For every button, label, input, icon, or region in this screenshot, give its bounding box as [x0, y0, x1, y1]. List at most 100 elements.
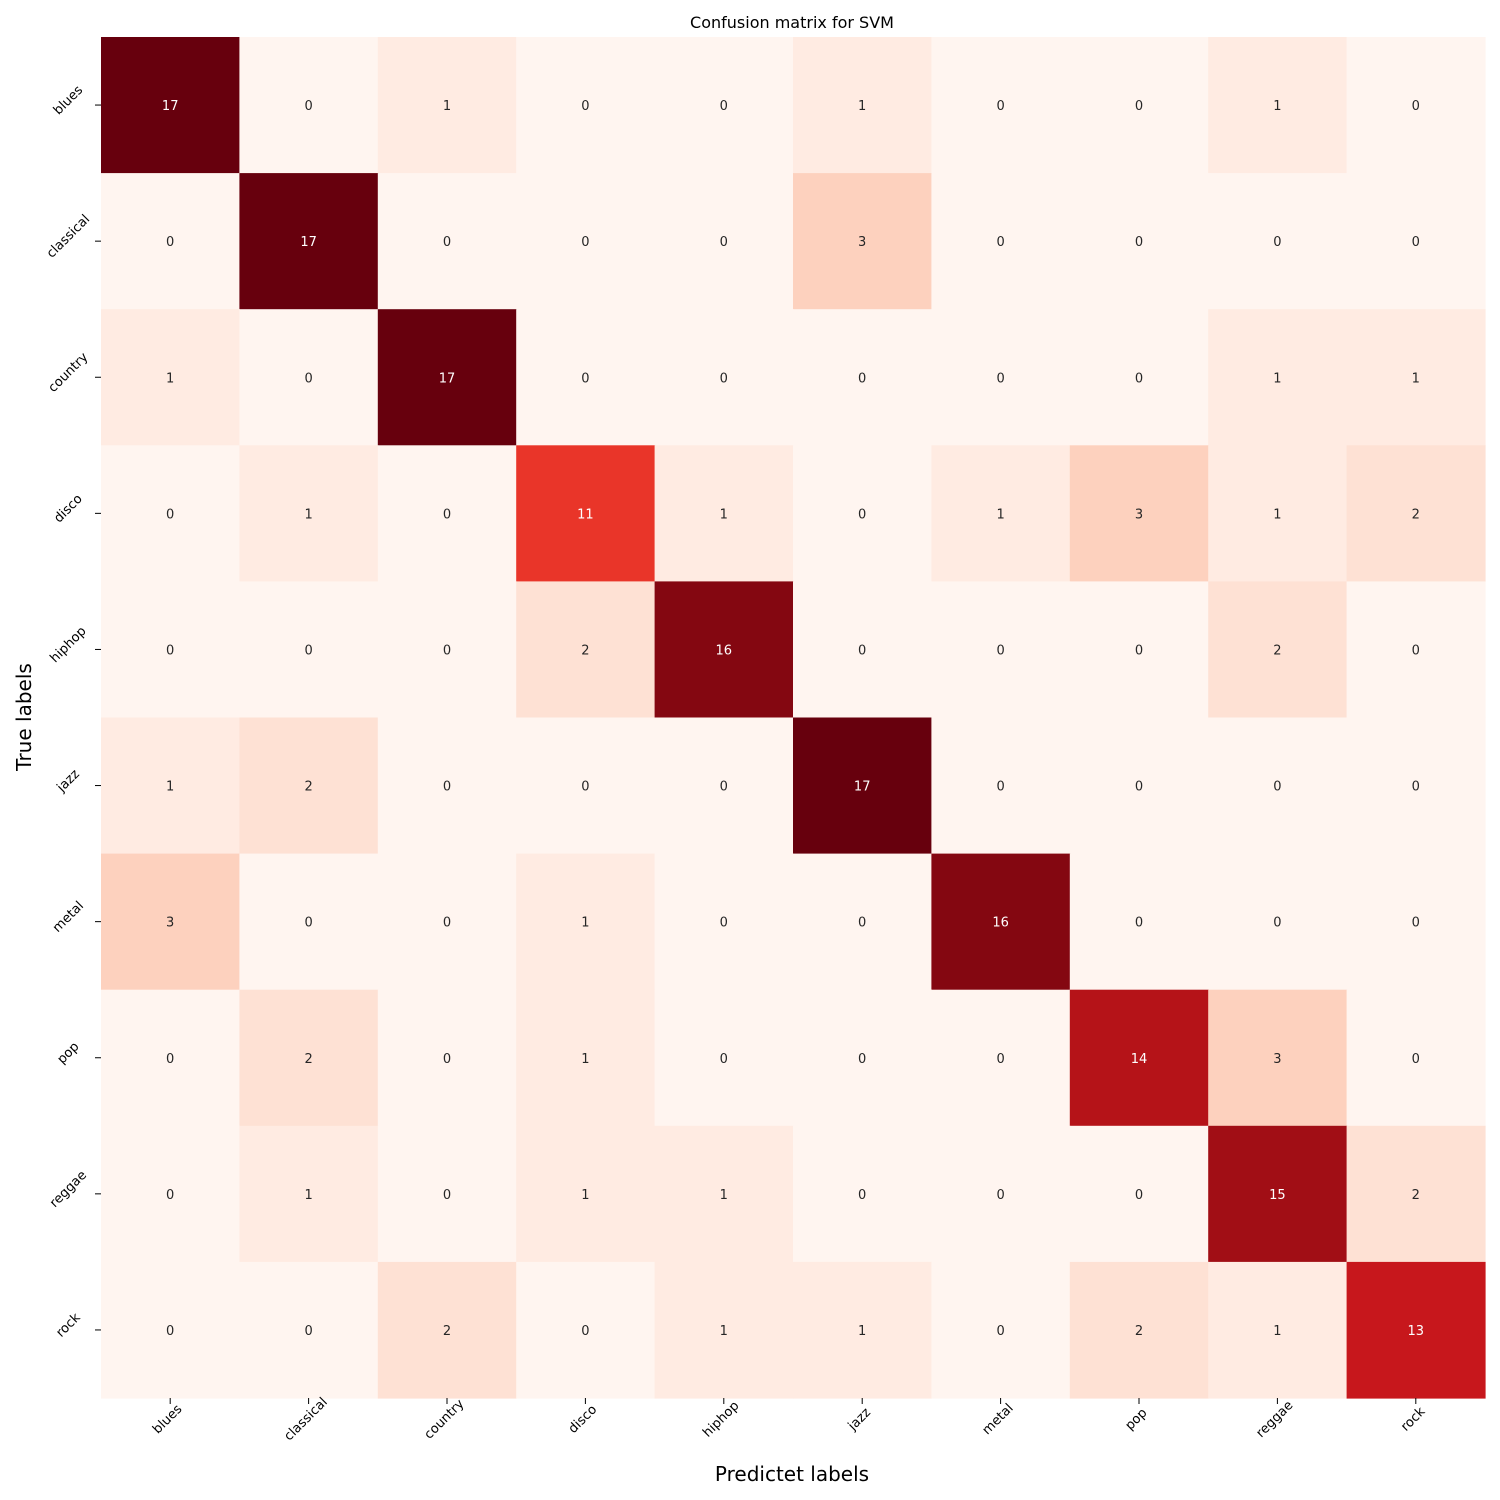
y-tick-label-pop: pop: [55, 1039, 83, 1067]
heatmap-cell-blues-classical: [239, 37, 379, 174]
heatmap-cell-country-blues: [101, 309, 240, 446]
y-tick-label-blues: blues: [51, 83, 86, 118]
heatmap-cell-blues-blues: [101, 37, 240, 174]
x-tick-label-blues: blues: [150, 1402, 185, 1437]
cell-value-label: 3: [1273, 1052, 1281, 1067]
x-tick-label-metal: metal: [980, 1401, 1017, 1438]
cell-value-label: 0: [858, 1052, 866, 1067]
heatmap-cell-classical-country: [377, 173, 517, 310]
cell-value-label: 0: [1135, 371, 1143, 386]
cell-value-label: 0: [858, 507, 866, 522]
cell-value-label: 0: [166, 1188, 174, 1203]
heatmap-cell-reggae-country: [377, 1125, 517, 1263]
heatmap-cell-classical-blues: [101, 173, 240, 310]
heatmap-cell-country-country: [377, 309, 517, 446]
y-tick-label-metal: metal: [50, 899, 87, 936]
heatmap-cell-metal-disco: [516, 853, 656, 991]
heatmap-cell-pop-disco: [516, 989, 656, 1127]
heatmap-cell-rock-country: [377, 1261, 517, 1399]
cell-value-label: 0: [996, 235, 1004, 250]
cell-value-label: 1: [166, 371, 174, 386]
cell-value-label: 16: [716, 643, 733, 658]
heatmap-cell-classical-metal: [931, 173, 1071, 310]
x-tick-label-pop: pop: [1123, 1406, 1151, 1434]
cell-value-label: 0: [443, 1188, 451, 1203]
cell-value-label: 0: [1412, 780, 1420, 795]
cell-value-label: 14: [1131, 1052, 1148, 1067]
heatmap-cell-metal-hiphop: [654, 853, 794, 991]
heatmap-cell-hiphop-classical: [239, 581, 379, 719]
heatmap-cell-classical-reggae: [1208, 173, 1348, 310]
heatmap-cell-jazz-disco: [516, 717, 656, 855]
cell-value-label: 1: [858, 1324, 866, 1339]
cell-value-label: 0: [720, 1052, 728, 1067]
cell-value-label: 0: [1412, 916, 1420, 931]
cell-value-label: 17: [162, 99, 179, 114]
cell-value-label: 0: [304, 916, 312, 931]
cell-value-label: 0: [858, 643, 866, 658]
cell-value-label: 1: [581, 916, 589, 931]
heatmap-cell-jazz-rock: [1346, 717, 1486, 855]
cell-value-label: 0: [443, 643, 451, 658]
cell-value-label: 0: [1135, 99, 1143, 114]
cell-value-label: 1: [443, 99, 451, 114]
cell-value-label: 3: [166, 916, 174, 931]
cell-value-label: 0: [996, 1052, 1004, 1067]
heatmap-cell-disco-pop: [1069, 445, 1209, 582]
heatmap-cell-pop-hiphop: [654, 989, 794, 1127]
cell-value-label: 0: [581, 99, 589, 114]
cell-value-label: 0: [720, 235, 728, 250]
heatmap-cell-disco-jazz: [793, 445, 932, 582]
y-tick-label-disco: disco: [51, 492, 85, 526]
heatmap-cell-metal-jazz: [793, 853, 932, 991]
cell-value-label: 3: [1135, 507, 1143, 522]
heatmap-cell-disco-classical: [239, 445, 379, 582]
heatmap-cell-blues-rock: [1346, 37, 1486, 174]
y-axis-label: True labels: [12, 663, 36, 772]
cell-value-label: 0: [720, 916, 728, 931]
heatmap-cell-classical-classical: [239, 173, 379, 310]
heatmap-cell-hiphop-reggae: [1208, 581, 1348, 719]
heatmap-cell-country-jazz: [793, 309, 932, 446]
cell-value-label: 1: [1412, 371, 1420, 386]
heatmap-cell-blues-metal: [931, 37, 1071, 174]
cell-value-label: 0: [720, 780, 728, 795]
heatmap-cell-disco-metal: [931, 445, 1071, 582]
cell-value-label: 0: [858, 916, 866, 931]
cell-value-label: 2: [443, 1324, 451, 1339]
heatmap-cell-blues-hiphop: [654, 37, 794, 174]
cell-value-label: 1: [1273, 1324, 1281, 1339]
cell-value-label: 1: [1273, 371, 1281, 386]
cell-value-label: 0: [443, 235, 451, 250]
heatmap-cell-jazz-classical: [239, 717, 379, 855]
heatmap-cell-hiphop-pop: [1069, 581, 1209, 719]
heatmap-cell-reggae-pop: [1069, 1125, 1209, 1263]
cell-value-label: 0: [996, 371, 1004, 386]
heatmap-cells: 17 0 1 0 0 1 0 0 1 00 17 0 0 0 3 0 0 0 01 0 17 0 0 0 0 0 1 10 1 0 11 1 0…: [101, 37, 1486, 1399]
heatmap-cell-disco-hiphop: [654, 445, 794, 582]
cell-value-label: 1: [720, 1188, 728, 1203]
heatmap-cell-hiphop-blues: [101, 581, 240, 719]
heatmap-cell-reggae-disco: [516, 1125, 656, 1263]
heatmap-cell-country-rock: [1346, 309, 1486, 446]
heatmap-cell-pop-country: [377, 989, 517, 1127]
heatmap-cell-rock-metal: [931, 1261, 1071, 1399]
heatmap-cell-country-hiphop: [654, 309, 794, 446]
x-tick-label-hiphop: hiphop: [700, 1398, 742, 1440]
cell-value-label: 1: [720, 507, 728, 522]
heatmap-cell-reggae-blues: [101, 1125, 240, 1263]
x-tick-label-jazz: jazz: [845, 1405, 874, 1434]
cell-value-label: 17: [854, 780, 871, 795]
cell-value-label: 0: [720, 99, 728, 114]
heatmap-cell-blues-reggae: [1208, 37, 1348, 174]
heatmap-cell-blues-jazz: [793, 37, 932, 174]
heatmap-cell-rock-hiphop: [654, 1261, 794, 1399]
cell-value-label: 15: [1269, 1188, 1286, 1203]
cell-value-label: 1: [581, 1052, 589, 1067]
heatmap-cell-jazz-hiphop: [654, 717, 794, 855]
cell-value-label: 0: [581, 1324, 589, 1339]
heatmap-cell-classical-disco: [516, 173, 656, 310]
cell-value-label: 0: [996, 1324, 1004, 1339]
heatmap-cell-classical-rock: [1346, 173, 1486, 310]
